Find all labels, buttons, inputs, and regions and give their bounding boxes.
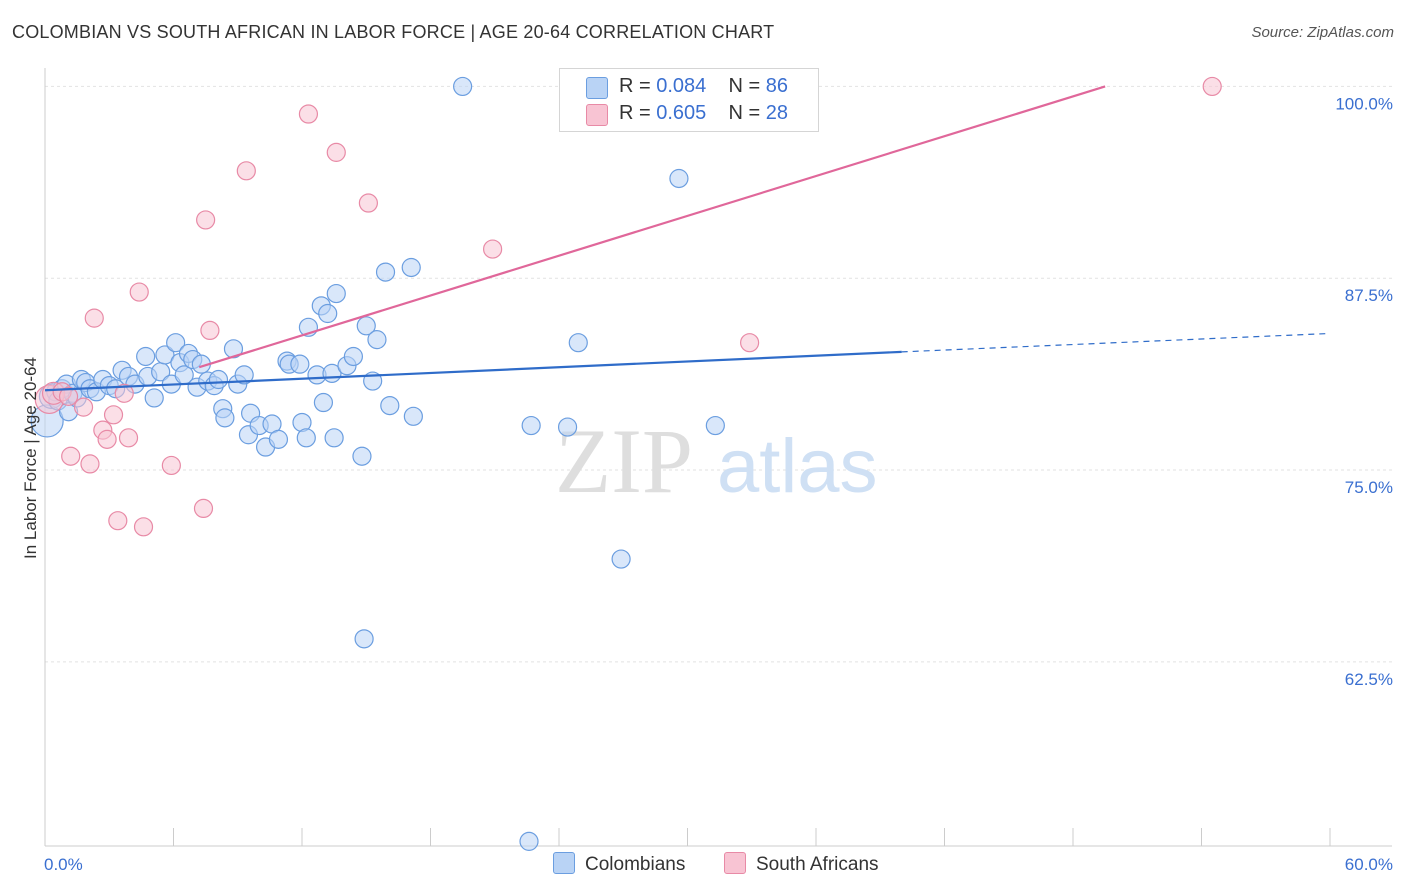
south-african-point [1202, 76, 1222, 97]
legend-swatch-pink [586, 104, 608, 126]
colombian-point [453, 76, 473, 97]
legend-text: R = 0.605 N = 28 [619, 102, 788, 125]
y-tick-label: 100.0% [1335, 94, 1393, 113]
trend-lines [44, 85, 1331, 392]
bottom-legend-swatch-blue [553, 852, 575, 874]
y-tick-label: 62.5% [1345, 670, 1393, 689]
south-african-point [108, 511, 128, 531]
south-african-point [118, 428, 139, 448]
y-tick-label: 87.5% [1345, 286, 1393, 305]
south-african-point [193, 498, 214, 519]
colombian-point [356, 316, 376, 336]
legend-n-label: N = [728, 102, 766, 124]
legend-r-label: R = [619, 102, 657, 124]
south-african-point [80, 454, 100, 474]
colombian-trend-extension [901, 332, 1331, 353]
y-tick-label: 75.0% [1345, 478, 1393, 497]
colombian-point [375, 262, 396, 282]
south-african-point [358, 193, 378, 213]
watermark-atlas: atlas [717, 424, 878, 509]
tick-labels: 100.0% 87.5% 75.0% 62.5% 0.0% 60.0% [44, 94, 1393, 874]
legend-n-label: N = [728, 75, 766, 97]
south-african-trend-line [198, 85, 1106, 369]
bottom-legend-colombians: Colombians [553, 852, 685, 876]
colombian-point [568, 333, 588, 353]
legend-swatch-blue [586, 77, 608, 99]
chart-title: COLOMBIAN VS SOUTH AFRICAN IN LABOR FORC… [12, 22, 775, 42]
colombian-point [669, 168, 689, 189]
legend-n-value: 86 [765, 75, 789, 97]
south-african-point [129, 282, 149, 302]
colombian-point [144, 388, 164, 408]
y-axis-label: In Labor Force | Age 20-64 [21, 357, 40, 559]
south-african-point [114, 383, 134, 403]
colombian-point [401, 257, 421, 278]
colombian-point [155, 345, 175, 365]
legend-r-value: 0.084 [656, 75, 707, 97]
axes [44, 68, 1392, 847]
watermark-zip: ZIP [555, 410, 693, 512]
south-african-point [84, 308, 104, 328]
colombian-point [290, 354, 310, 374]
colombian-trend-line [44, 350, 902, 392]
colombian-point [324, 428, 344, 448]
legend-n-value: 28 [765, 102, 789, 124]
colombian-point [343, 346, 363, 367]
south-african-point [740, 333, 760, 353]
colombian-point [352, 446, 372, 466]
colombian-point [166, 333, 186, 353]
south-african-point [196, 210, 216, 230]
colombian-point [136, 346, 156, 367]
colombian-point [208, 369, 229, 390]
south-african-point [326, 142, 346, 162]
colombian-point [367, 330, 387, 350]
colombian-point [519, 831, 539, 851]
colombian-point [296, 428, 316, 448]
south-african-point [61, 446, 81, 466]
colombian-point [521, 415, 541, 436]
colombian-point [326, 283, 346, 304]
bottom-legend-label: Colombians [585, 854, 686, 875]
south-african-point [483, 239, 503, 259]
legend-text: R = 0.084 N = 86 [619, 75, 788, 98]
south-african-point [161, 455, 181, 476]
colombian-point [313, 392, 334, 413]
south-african-point [58, 386, 79, 406]
colombian-point [380, 395, 400, 416]
colombian-point [215, 408, 235, 428]
colombian-point [268, 429, 289, 449]
colombian-point [223, 339, 244, 359]
colombian-point [318, 303, 338, 324]
colombian-point [354, 629, 374, 649]
colombian-point [557, 417, 578, 437]
south-african-point [103, 405, 124, 425]
colombian-point [403, 406, 423, 426]
colombian-point [705, 415, 725, 436]
colombian-point [611, 549, 631, 569]
south-african-point [298, 104, 319, 124]
source-label: Source: ZipAtlas.com [1251, 24, 1394, 41]
bottom-legend-south-africans: South Africans [724, 852, 879, 876]
colombian-point [234, 365, 254, 385]
south-african-point [236, 161, 256, 181]
bottom-legend-swatch-pink [724, 852, 746, 874]
south-african-point [97, 429, 117, 449]
legend: R = 0.084 N = 86 R = 0.605 N = 28 [559, 68, 819, 132]
legend-r-value: 0.605 [656, 102, 707, 124]
bottom-legend-label: South Africans [756, 854, 879, 875]
south-african-point [133, 517, 154, 537]
x-tick-label: 0.0% [44, 855, 83, 874]
legend-r-label: R = [619, 75, 657, 97]
south-african-point [73, 397, 94, 417]
south-african-point [200, 320, 220, 341]
x-tick-label: 60.0% [1345, 855, 1393, 874]
